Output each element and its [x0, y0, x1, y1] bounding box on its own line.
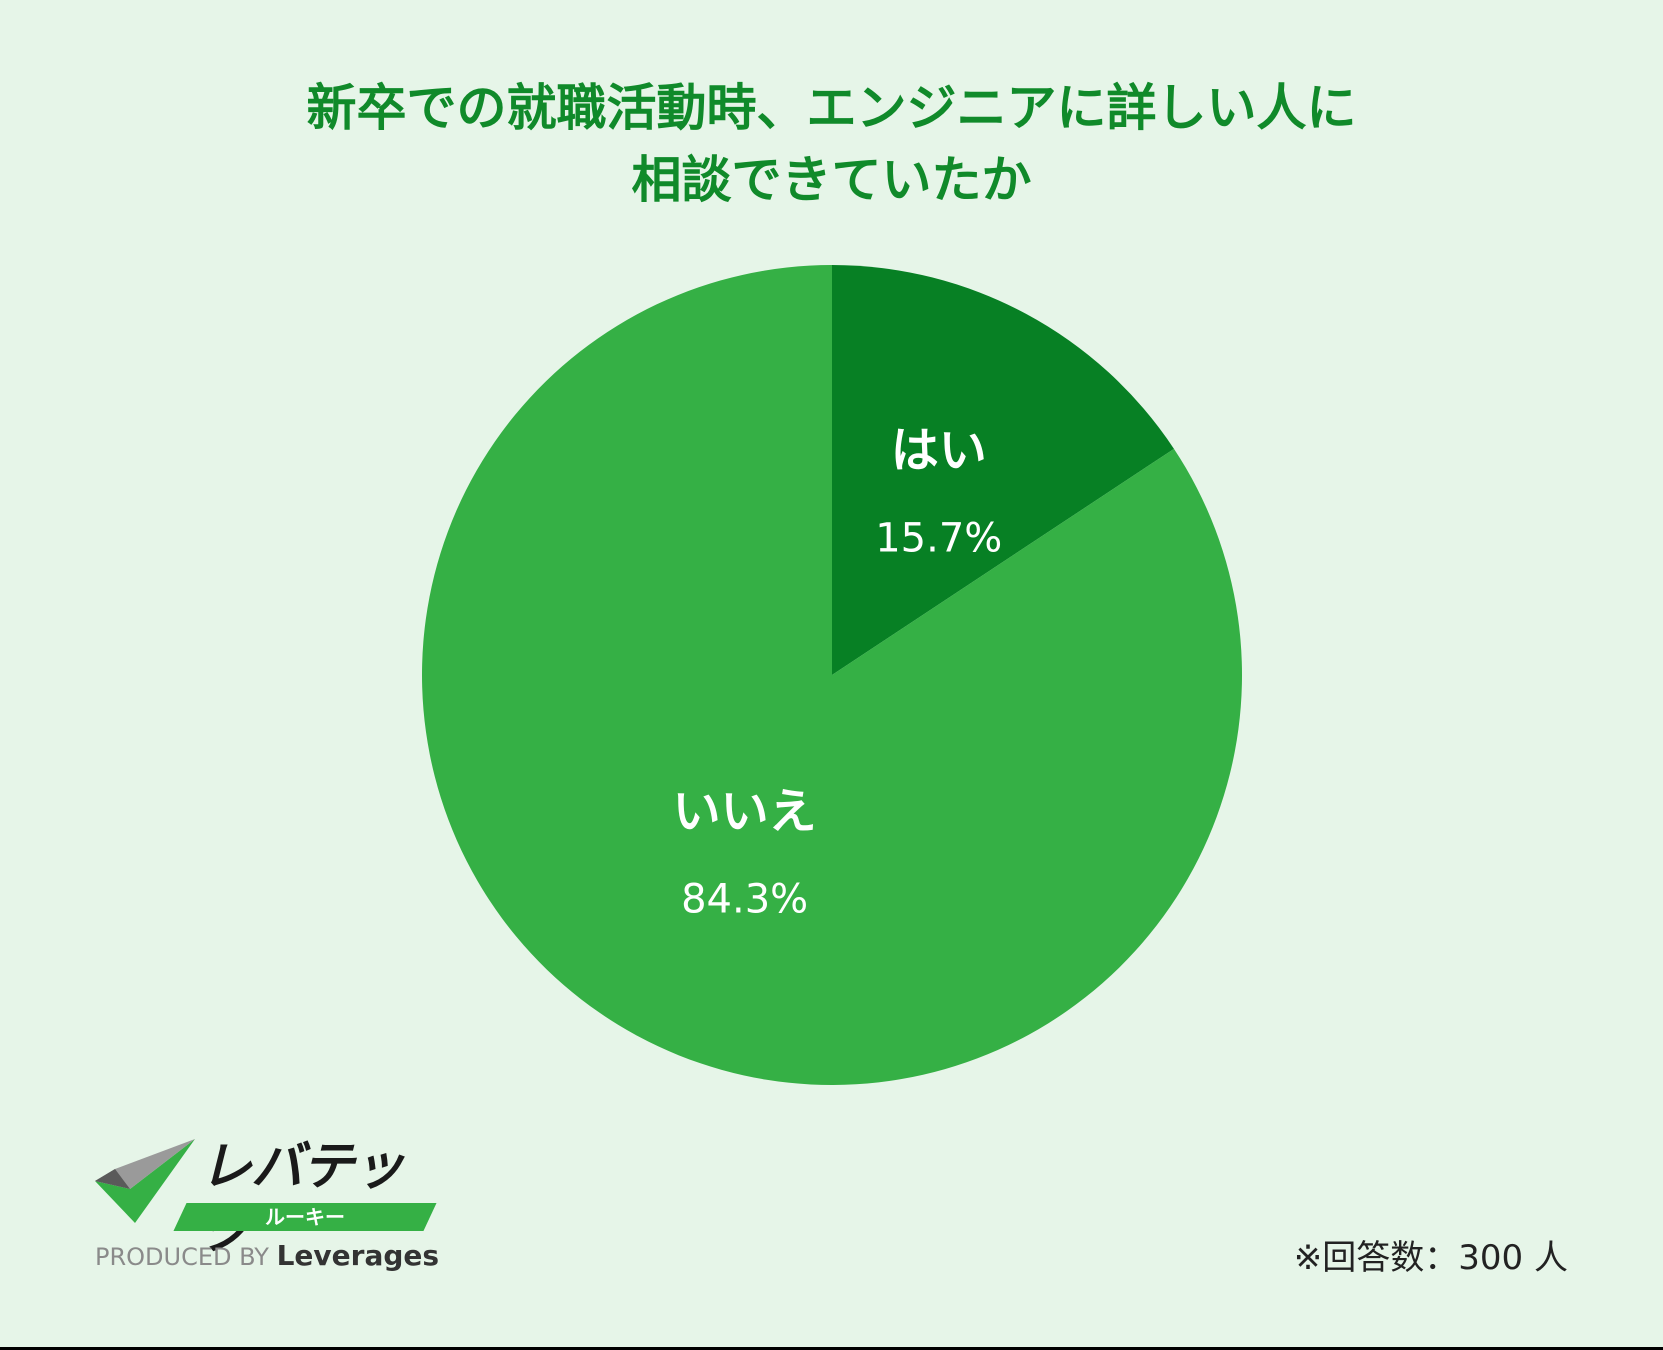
produced-by: PRODUCED BY Leverages [95, 1239, 439, 1272]
brand-logo: レバテック ルーキー PRODUCED BY Leverages [95, 1135, 445, 1275]
chart-title: 新卒での就職活動時、エンジニアに詳しい人に 相談できていたか [0, 72, 1663, 216]
chart-title-line-1: 新卒での就職活動時、エンジニアに詳しい人に [306, 79, 1357, 137]
produced-by-label: PRODUCED BY [95, 1243, 269, 1271]
pie-slice-label-1: いいえ [673, 784, 817, 840]
respondent-note: ※回答数：300 人 [1293, 1238, 1568, 1278]
brand-name: レバテック [200, 1137, 405, 1261]
brand-sub: ルーキー [265, 1205, 345, 1229]
pie-slice-1 [422, 265, 1242, 1085]
pie-slice-value-1: 84.3% [681, 877, 808, 923]
chart-title-line-2: 相談できていたか [631, 151, 1032, 209]
pie-slice-value-0: 15.7% [875, 515, 1002, 561]
checkmark-logo-icon [95, 1139, 195, 1223]
company-name: Leverages [276, 1239, 440, 1272]
pie-slice-0 [832, 265, 1174, 675]
pie-slice-label-0: はい [891, 422, 987, 478]
bottom-border [0, 1347, 1663, 1350]
